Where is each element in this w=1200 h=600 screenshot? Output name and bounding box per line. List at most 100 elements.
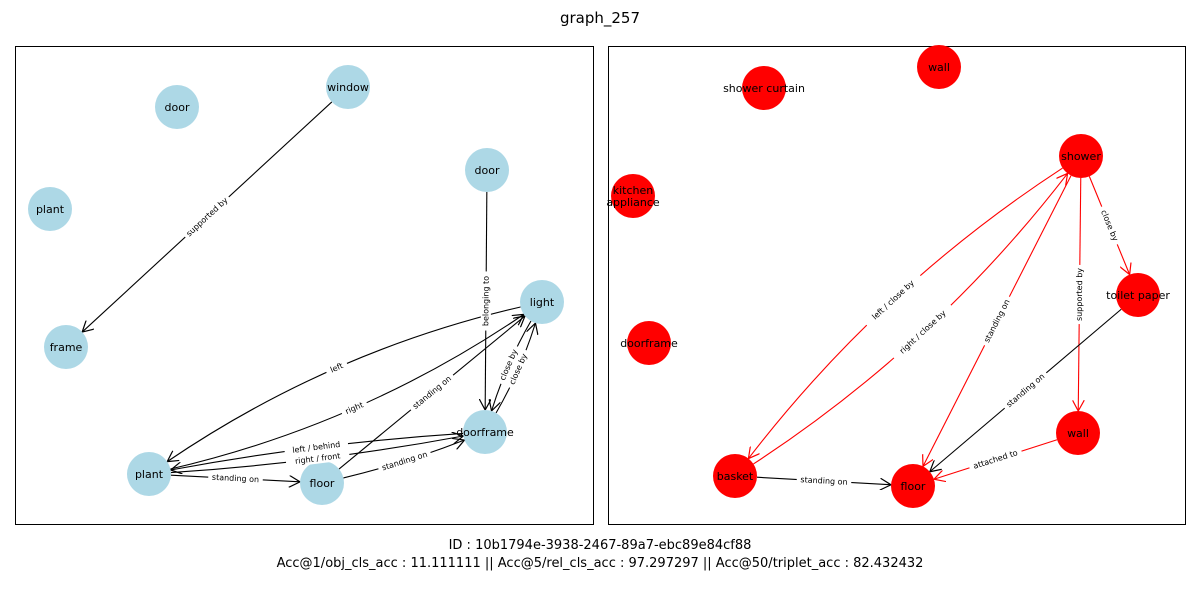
- node-circle: [155, 85, 199, 129]
- left-edge-label-group: belonging to: [480, 271, 492, 331]
- graph-id-line: ID : 10b1794e-3938-2467-89a7-ebc89e84cf8…: [448, 538, 752, 553]
- right-edge-label-group: attached to: [967, 446, 1024, 473]
- right-node-doorframe: doorframe: [620, 321, 678, 365]
- right-edge-label-group: close by: [1097, 204, 1122, 247]
- node-circle: [28, 187, 72, 231]
- edge-label-background: [324, 358, 349, 377]
- node-circle: [465, 148, 509, 192]
- node-label: floor: [901, 480, 926, 493]
- node-label: doorframe: [620, 337, 678, 350]
- node-circle: [300, 461, 344, 505]
- left-node-window: window: [326, 65, 370, 109]
- right-node-wall: wall: [1056, 411, 1100, 455]
- right-node-floor: floor: [891, 464, 935, 508]
- node-circle: [917, 45, 961, 89]
- edge-label-background: [1001, 369, 1050, 412]
- right-edge-r-shower-to-r-basket: [748, 167, 1063, 459]
- left-edge-label-group: standing on: [407, 371, 457, 414]
- node-circle: [326, 65, 370, 109]
- node-label: shower: [1061, 150, 1101, 163]
- node-circle: [1056, 411, 1100, 455]
- left-node-floor: floor: [300, 461, 344, 505]
- left-edge-label-group: standing on: [377, 448, 433, 475]
- edge-label: standing on: [411, 374, 453, 411]
- edge-label: supported by: [184, 196, 229, 239]
- edge-label-background: [796, 474, 852, 488]
- edge-label: left / close by: [870, 278, 916, 321]
- right-edge-label-group: standing on: [1001, 369, 1050, 412]
- edge-label-background: [207, 472, 264, 485]
- right-edge-r-basket-to-r-shower: [753, 173, 1067, 465]
- edge-label-background: [862, 271, 924, 329]
- edge-label-background: [967, 446, 1024, 473]
- node-circle: [463, 410, 507, 454]
- accuracy-line: Acc@1/obj_cls_acc : 11.111111 || Acc@5/r…: [276, 556, 924, 571]
- edge-label: standing on: [982, 298, 1011, 344]
- right-edge-label-group: standing on: [980, 294, 1014, 348]
- node-label: frame: [50, 341, 83, 354]
- node-circle: [44, 325, 88, 369]
- right-node-kitchen-appliance: kitchen appliance: [606, 174, 660, 218]
- edge-label-background: [285, 449, 350, 468]
- node-circle: [1116, 273, 1160, 317]
- right-node-shower: shower: [1059, 134, 1103, 178]
- node-circle: [611, 174, 655, 218]
- right-edge-label-group: supported by: [1074, 264, 1085, 325]
- edge-label: standing on: [212, 473, 260, 484]
- left-node-light: light: [520, 280, 564, 324]
- right-node-toilet-paper: toilet paper: [1106, 273, 1170, 317]
- node-label: wall: [928, 61, 950, 74]
- edge-label-background: [1074, 264, 1085, 325]
- node-circle: [127, 452, 171, 496]
- right-node-shower-curtain: shower curtain: [723, 66, 805, 110]
- node-circle: [627, 321, 671, 365]
- edge-label: standing on: [1005, 372, 1047, 409]
- edge-label-background: [495, 344, 522, 386]
- node-circle: [713, 454, 757, 498]
- right-node-wall: wall: [917, 45, 961, 89]
- right-edge-label-group: standing on: [796, 474, 852, 488]
- edge-label: standing on: [800, 475, 848, 487]
- node-label: door: [475, 164, 500, 177]
- edge-label: right: [344, 400, 365, 416]
- node-circle: [891, 464, 935, 508]
- node-label: plant: [36, 203, 65, 216]
- node-label: doorframe: [456, 426, 514, 439]
- edge-label: attached to: [972, 448, 1019, 471]
- node-label: kitchen appliance: [606, 184, 660, 209]
- node-circle: [1059, 134, 1103, 178]
- node-circle: [520, 280, 564, 324]
- left-node-frame: frame: [44, 325, 88, 369]
- edge-label-background: [980, 294, 1014, 348]
- node-label: shower curtain: [723, 82, 805, 95]
- node-label: door: [165, 101, 190, 114]
- node-label: basket: [717, 470, 754, 483]
- node-circle: [742, 66, 786, 110]
- edge-label-background: [1097, 204, 1122, 247]
- edge-label-background: [505, 348, 532, 390]
- left-node-door: door: [465, 148, 509, 192]
- edge-label-background: [407, 371, 457, 414]
- left-node-plant: plant: [127, 452, 171, 496]
- right-panel-frame: [608, 46, 1186, 525]
- figure-title: graph_257: [559, 9, 641, 27]
- right-edge-label-group: right / close by: [890, 302, 955, 363]
- edge-label-background: [890, 302, 955, 363]
- left-panel-frame: [15, 46, 594, 525]
- edge-label-background: [339, 398, 369, 419]
- edge-label-background: [480, 271, 492, 331]
- right-edge-label-group: left / close by: [862, 271, 924, 329]
- edge-label: supported by: [1075, 268, 1085, 321]
- left-edge-label-group: left: [324, 358, 349, 377]
- edge-label-background: [377, 448, 433, 475]
- left-edge-label-group: supported by: [181, 193, 233, 241]
- left-edge-label-group: standing on: [207, 472, 264, 485]
- edge-label: belonging to: [481, 276, 490, 326]
- node-label: toilet paper: [1106, 289, 1170, 302]
- edge-label: right / close by: [898, 308, 948, 355]
- left-node-door: door: [155, 85, 199, 129]
- left-edge-label-group: right: [339, 398, 369, 419]
- node-label: light: [530, 296, 555, 309]
- node-label: wall: [1067, 427, 1089, 440]
